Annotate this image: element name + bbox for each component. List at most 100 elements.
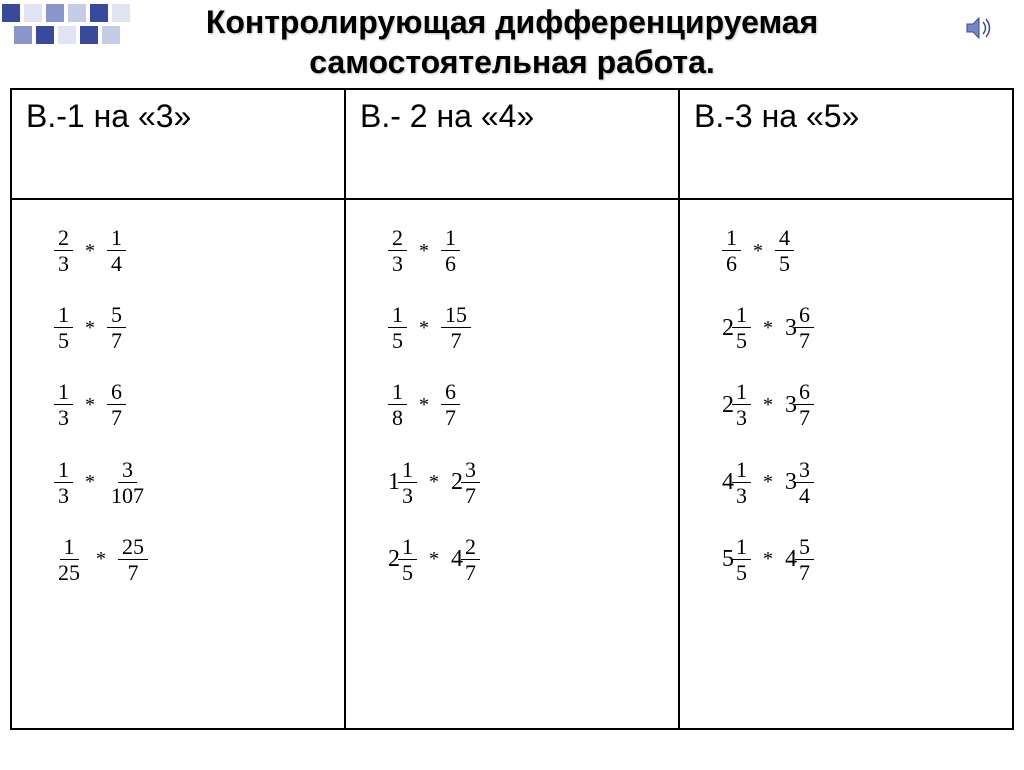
denominator: 3: [54, 483, 73, 507]
table-header-row: В.-1 на «3» В.- 2 на «4» В.-3 на «5»: [11, 89, 1013, 199]
operator: *: [761, 472, 775, 492]
denominator: 7: [795, 560, 814, 584]
denominator: 7: [124, 560, 143, 584]
audio-icon[interactable]: [966, 16, 994, 45]
numerator: 1: [388, 303, 407, 328]
numerator: 2: [461, 535, 480, 560]
numerator: 1: [722, 226, 741, 251]
fraction: 13: [54, 380, 73, 429]
denominator: 3: [732, 405, 751, 429]
deco-square: [24, 4, 42, 22]
expression: 18*67: [388, 380, 654, 429]
slide-root: Контролирующая дифференцируемая самостоя…: [0, 2, 1024, 770]
fraction: 15: [54, 303, 73, 352]
operator: *: [83, 318, 97, 338]
numerator: 1: [441, 226, 460, 251]
denominator: 5: [388, 328, 407, 352]
denominator: 5: [732, 560, 751, 584]
fraction: 18: [388, 380, 407, 429]
denominator: 7: [461, 483, 480, 507]
fraction: 45: [775, 226, 794, 275]
numerator: 3: [461, 458, 480, 483]
expression: 16 * 45: [722, 226, 988, 275]
fraction: 37: [461, 458, 480, 507]
operator: *: [417, 395, 431, 415]
expression: 125*257: [54, 535, 320, 584]
deco-square: [2, 4, 20, 22]
numerator: 5: [795, 535, 814, 560]
fraction: 15: [732, 535, 751, 584]
deco-row: [0, 2, 180, 24]
denominator: 7: [441, 405, 460, 429]
fraction: 67: [795, 303, 814, 352]
expression: 215*427: [388, 535, 654, 584]
numerator: 1: [732, 380, 751, 405]
col-1: 23*1415*5713*6713*3107125*257: [11, 199, 345, 729]
expression: 15*157: [388, 303, 654, 352]
deco-square: [14, 26, 32, 44]
denominator: 6: [722, 251, 741, 275]
numerator: 6: [795, 380, 814, 405]
numerator: 1: [398, 458, 417, 483]
numerator: 2: [54, 226, 73, 251]
expression: 113*237: [388, 458, 654, 507]
operator: *: [761, 395, 775, 415]
fraction: 15: [398, 535, 417, 584]
expression: 13 * 67: [54, 380, 320, 429]
deco-square: [112, 4, 130, 22]
fraction: 34: [795, 458, 814, 507]
fraction: 67: [107, 380, 126, 429]
fraction: 67: [795, 380, 814, 429]
numerator: 4: [775, 226, 794, 251]
denominator: 5: [775, 251, 794, 275]
numerator: 1: [732, 535, 751, 560]
expression: 515*457: [722, 535, 988, 584]
fraction: 27: [461, 535, 480, 584]
operator: *: [83, 472, 97, 492]
col-2: 23*1615*15718*67113*237215*427: [345, 199, 679, 729]
deco-square: [46, 4, 64, 22]
fraction: 157: [441, 303, 471, 352]
denominator: 3: [54, 251, 73, 275]
deco-square: [80, 26, 98, 44]
col-header-2: В.- 2 на «4»: [345, 89, 679, 199]
denominator: 6: [441, 251, 460, 275]
numerator: 1: [732, 458, 751, 483]
fraction: 13: [732, 380, 751, 429]
expression: 23*14: [54, 226, 320, 275]
denominator: 4: [795, 483, 814, 507]
operator: *: [83, 395, 97, 415]
corner-decoration: [0, 2, 180, 46]
operator: *: [761, 549, 775, 569]
expression: 23*16: [388, 226, 654, 275]
operator: *: [427, 472, 441, 492]
numerator: 6: [795, 303, 814, 328]
operator: *: [83, 241, 97, 261]
numerator: 3: [118, 458, 137, 483]
numerator: 25: [118, 535, 148, 560]
numerator: 3: [795, 458, 814, 483]
fraction: 16: [722, 226, 741, 275]
numerator: 2: [388, 226, 407, 251]
denominator: 5: [398, 560, 417, 584]
variants-table: В.-1 на «3» В.- 2 на «4» В.-3 на «5» 23*…: [10, 88, 1014, 730]
fraction: 57: [107, 303, 126, 352]
deco-square: [36, 26, 54, 44]
denominator: 107: [107, 483, 148, 507]
denominator: 7: [795, 328, 814, 352]
denominator: 25: [54, 560, 84, 584]
denominator: 3: [54, 405, 73, 429]
operator: *: [751, 241, 765, 261]
fraction: 13: [54, 458, 73, 507]
expression: 213*367: [722, 380, 988, 429]
expression: 15 * 57: [54, 303, 320, 352]
denominator: 3: [398, 483, 417, 507]
fraction: 125: [54, 535, 84, 584]
deco-row: [12, 24, 180, 46]
expression: 215*367: [722, 303, 988, 352]
col-3: 16*45215*367213*367413*334515*457: [679, 199, 1013, 729]
deco-square: [58, 26, 76, 44]
expression: 413*334: [722, 458, 988, 507]
operator: *: [94, 549, 108, 569]
denominator: 7: [447, 328, 466, 352]
